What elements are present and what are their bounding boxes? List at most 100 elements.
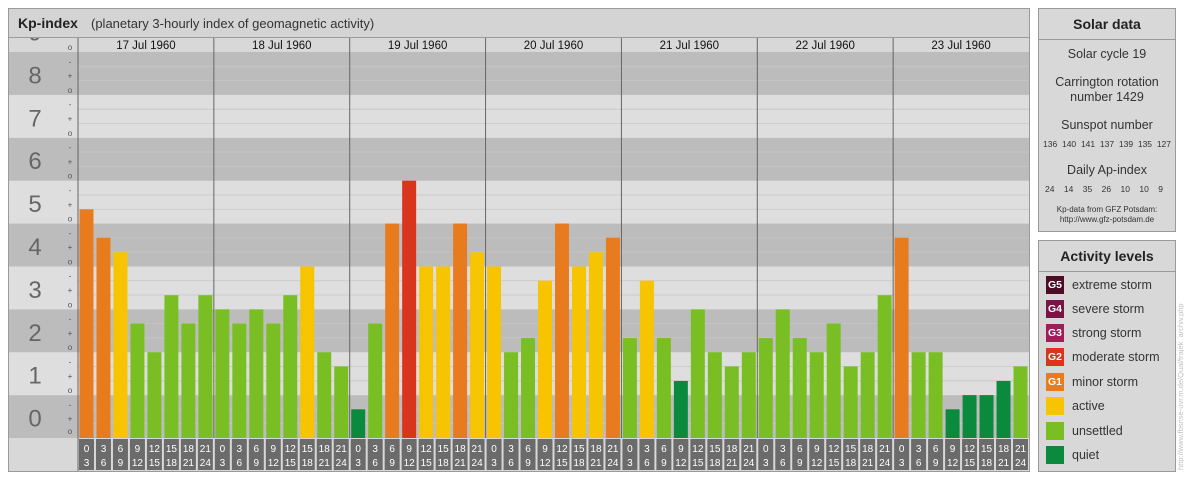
source-watermark: http://www.fbsnse-uvr.m.de/Qual/trajek_a…	[1176, 303, 1184, 470]
kp-bar	[334, 366, 349, 438]
interval-end-label: 21	[590, 458, 602, 469]
interval-box	[384, 439, 400, 470]
interval-end-label: 15	[828, 458, 840, 469]
chart-title-bar: Kp-index (planetary 3-hourly index of ge…	[9, 9, 1029, 38]
interval-start-label: 18	[455, 444, 467, 455]
interval-box	[945, 439, 961, 470]
interval-box	[79, 439, 94, 470]
interval-start-label: 21	[743, 444, 755, 455]
kp-bar	[588, 252, 603, 438]
legend-label: strong storm	[1072, 326, 1142, 340]
interval-box	[469, 439, 485, 470]
day-label: 20 Jul 1960	[524, 40, 583, 52]
minor-tick-label: +	[68, 157, 73, 166]
legend-label: unsettled	[1072, 424, 1123, 438]
interval-end-label: 24	[879, 458, 891, 469]
minor-tick-label: +	[68, 72, 73, 81]
interval-box	[639, 439, 655, 470]
legend-label: severe storm	[1072, 302, 1145, 316]
level-band	[9, 395, 1029, 438]
interval-end-label: 21	[455, 458, 467, 469]
interval-start-label: 3	[644, 444, 650, 455]
kp-bar	[843, 366, 858, 438]
minor-tick-label: o	[68, 343, 73, 352]
legend-item-minor-storm: G1 minor storm	[1046, 372, 1138, 392]
interval-start-label: 9	[814, 444, 820, 455]
interval-start-label: 6	[797, 444, 803, 455]
interval-start-label: 6	[254, 444, 260, 455]
interval-box	[605, 439, 621, 470]
interval-end-label: 3	[355, 458, 361, 469]
interval-box	[588, 439, 604, 470]
sunspot-value: 127	[1156, 139, 1171, 149]
interval-end-label: 15	[964, 458, 976, 469]
chart-subtitle: (planetary 3-hourly index of geomagnetic…	[91, 16, 375, 31]
minor-tick-label: o	[68, 300, 73, 309]
interval-box	[979, 439, 995, 470]
interval-box	[129, 439, 145, 470]
interval-box	[265, 439, 281, 470]
interval-end-label: 6	[916, 458, 922, 469]
interval-start-label: 9	[271, 444, 277, 455]
kp-bar	[996, 380, 1011, 438]
kp-bar	[317, 352, 332, 438]
interval-start-label: 0	[627, 444, 633, 455]
minor-tick-label: +	[68, 372, 73, 381]
legend-item-severe-storm: G4 severe storm	[1046, 299, 1144, 319]
interval-box	[316, 439, 332, 470]
interval-start-label: 0	[763, 444, 769, 455]
interval-box	[486, 439, 502, 470]
interval-start-label: 3	[372, 444, 378, 455]
kp-bar	[979, 395, 994, 438]
interval-end-label: 9	[525, 458, 531, 469]
interval-end-label: 15	[149, 458, 161, 469]
interval-end-label: 21	[183, 458, 195, 469]
interval-box	[877, 439, 893, 470]
legend-swatch	[1046, 397, 1064, 415]
interval-start-label: 6	[525, 444, 531, 455]
ap-index-label: Daily Ap-index	[1067, 163, 1147, 177]
legend-item-extreme-storm: G5 extreme storm	[1046, 275, 1152, 295]
legend-item-unsettled: unsettled	[1046, 421, 1123, 441]
level-band	[9, 352, 1029, 396]
kp-bar	[266, 323, 281, 438]
interval-box	[333, 439, 349, 470]
kp-bar	[504, 352, 519, 438]
interval-start-label: 3	[237, 444, 243, 455]
kp-chart: 0123456789o+-o+-o+-o+-o+-o+-o+-o+-o+-o17…	[9, 20, 1029, 471]
carrington-rotation-line1: Carrington rotation	[1055, 75, 1159, 89]
kp-bar	[402, 180, 417, 438]
kp-bar	[775, 309, 790, 438]
legend-item-strong-storm: G3 strong storm	[1046, 323, 1141, 343]
kp-bar	[181, 323, 196, 438]
interval-start-label: 6	[933, 444, 939, 455]
interval-start-label: 0	[899, 444, 905, 455]
kp-bar	[300, 266, 315, 438]
minor-tick-label: -	[69, 100, 72, 109]
interval-end-label: 6	[508, 458, 514, 469]
interval-start-label: 18	[862, 444, 874, 455]
interval-end-label: 3	[899, 458, 905, 469]
interval-box	[197, 439, 213, 470]
interval-start-label: 9	[542, 444, 548, 455]
interval-box	[401, 439, 417, 470]
interval-end-label: 12	[947, 458, 959, 469]
sunspot-value: 137	[1099, 139, 1115, 149]
sunspot-value: 135	[1137, 139, 1153, 149]
kp-bar	[215, 309, 230, 438]
kp-bar	[470, 252, 485, 438]
interval-box	[350, 439, 366, 470]
interval-box	[367, 439, 383, 470]
interval-start-label: 18	[590, 444, 602, 455]
minor-tick-label: -	[69, 57, 72, 66]
interval-end-label: 24	[1015, 458, 1027, 469]
interval-box	[622, 439, 638, 470]
legend-swatch: G2	[1046, 348, 1064, 366]
kp-bar	[385, 223, 400, 438]
kp-bar	[1013, 366, 1028, 438]
kp-bar	[538, 280, 552, 438]
y-tick-label: 1	[28, 363, 41, 390]
legend-label: extreme storm	[1072, 278, 1152, 292]
interval-end-label: 12	[132, 458, 144, 469]
level-band	[9, 137, 1029, 181]
